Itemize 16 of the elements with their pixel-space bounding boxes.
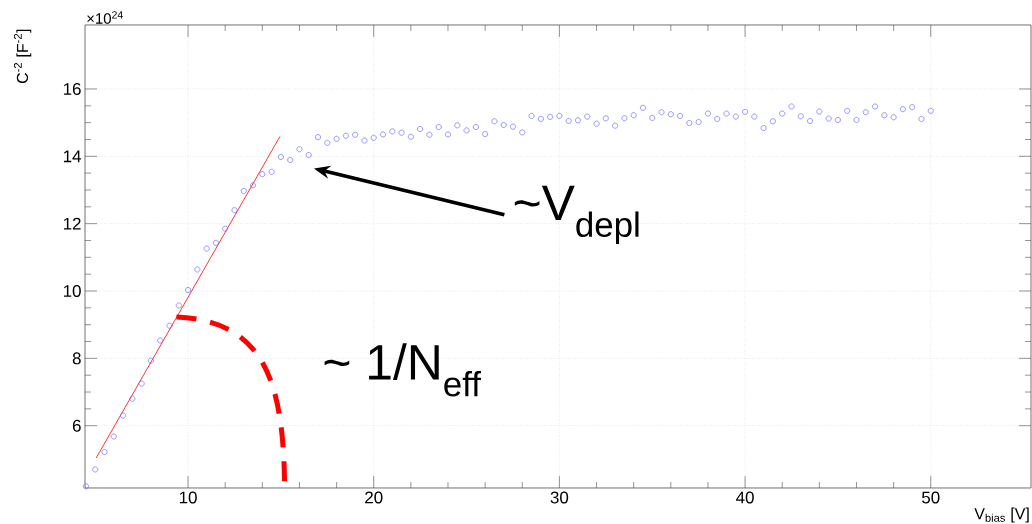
x-tick-label: 40: [736, 491, 754, 504]
x-tick-label: 50: [922, 491, 940, 504]
annotation: ~ 1/N$_{eff}$: [324, 343, 482, 397]
y-tick-label: 14: [63, 150, 81, 163]
text: ×10$^{24}$: [87, 11, 123, 24]
y-tick-label: 16: [63, 82, 81, 95]
y-tick-label: 8: [72, 352, 81, 365]
x-tick-label: 20: [365, 491, 383, 504]
annotation: ~V$_{depl}$: [514, 185, 639, 244]
y-axis-title: C$^{-2}$ [F$^{-2}$]: [13, 29, 32, 84]
x-tick-label: 10: [179, 491, 197, 504]
y-tick-label: 12: [63, 217, 81, 230]
x-axis-title: V$_{bias}$ [V]: [974, 507, 1029, 523]
x-tick-label: 30: [550, 491, 569, 504]
y-tick-label: 6: [72, 419, 81, 432]
y-tick-label: 10: [63, 285, 81, 297]
